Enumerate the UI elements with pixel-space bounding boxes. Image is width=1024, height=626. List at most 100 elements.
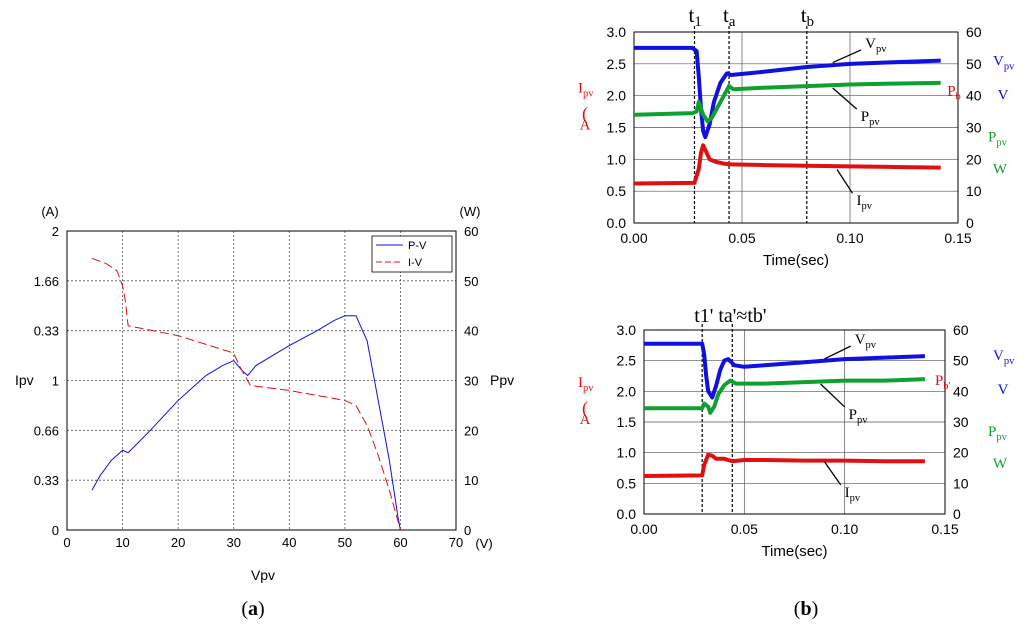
- right-tick-label-b2: 10: [953, 475, 969, 491]
- x-unit-a: (V): [475, 536, 492, 551]
- left-tick-label-b2: 2.0: [617, 383, 637, 399]
- right-tick-label-a: 60: [464, 224, 478, 239]
- left-tick-label-b1: 2.0: [607, 88, 627, 104]
- left-tick-label-a: 1.66: [34, 274, 59, 289]
- axis-title-ipv-b2: Ipv: [578, 375, 594, 394]
- x-tick-label-a: 60: [393, 535, 407, 550]
- right-tick-label-b2: 30: [953, 414, 969, 430]
- right-tick-label-a: 40: [464, 324, 478, 339]
- annotation-arrow: [824, 345, 851, 360]
- x-label-a: Vpv: [251, 567, 275, 583]
- series-line-ppv-b2: [644, 377, 926, 415]
- right-tick-label-b2: 40: [953, 383, 969, 399]
- axis-paren-ipv-open: (: [582, 398, 588, 419]
- x-tick-label-b2: 0.15: [931, 521, 958, 537]
- left-tick-label-b1: 1.5: [607, 120, 627, 136]
- left-tick-label-b2: 3.0: [617, 322, 637, 338]
- y-right-label-a: Ppv: [490, 372, 514, 388]
- x-label-b2: Time(sec): [761, 543, 827, 560]
- left-tick-label-a: 0.66: [34, 423, 59, 438]
- axis-unit-vpv-b2: V: [998, 382, 1009, 398]
- axis-title-ppv-b1: Ppv: [988, 130, 1008, 149]
- series-line-ppv-b1: [633, 80, 941, 124]
- annotation-arrow: [832, 49, 862, 64]
- axis-unit-ipv-b1: A: [580, 118, 591, 134]
- left-tick-label-a: 0.33: [34, 473, 59, 488]
- right-tick-label-b1: 60: [966, 24, 982, 40]
- panel-label-a: (a): [241, 598, 264, 620]
- left-tick-label-b1: 2.5: [607, 56, 627, 72]
- marker-label-b: tb: [801, 3, 814, 30]
- left-tick-label-b1: 0.0: [607, 215, 627, 231]
- right-tick-label-b1: 0: [966, 215, 974, 231]
- marker-label-text: t1' ta'≈tb': [694, 305, 766, 327]
- series-line-vpv-b1: [634, 45, 941, 140]
- plot-frame-b1: [633, 31, 959, 224]
- x-tick-label-b2: 0.00: [630, 521, 657, 537]
- right-tick-label-b1: 20: [966, 151, 982, 167]
- left-tick-label-b1: 1.0: [607, 151, 627, 167]
- series-line-p-v: [91, 315, 401, 531]
- x-label-b1: Time(sec): [763, 252, 829, 269]
- series-line-ipv-b1: [633, 143, 941, 186]
- annotation-arrow: [824, 461, 842, 486]
- marker-label-1: t1: [688, 3, 701, 30]
- annotation-label-pv: Vpv: [865, 36, 887, 55]
- right-tick-label-a: 10: [464, 473, 478, 488]
- left-tick-label-b2: 0.5: [617, 475, 637, 491]
- x-tick-label-b2: 0.10: [831, 521, 858, 537]
- right-tick-label-b2: 60: [953, 322, 969, 338]
- left-tick-label-b2: 2.5: [617, 353, 637, 369]
- axis-title-ipv-b1: Ipv: [578, 81, 594, 100]
- series-line-i-v: [91, 257, 401, 531]
- panel-label-b: (b): [794, 598, 818, 620]
- right-tick-label-b1: 40: [966, 88, 982, 104]
- left-tick-label-b1: 3.0: [607, 24, 627, 40]
- left-tick-label-a: 0.33: [34, 324, 59, 339]
- annotation-label-b': Pb': [935, 373, 951, 392]
- plot-frame-a: [66, 230, 457, 531]
- annotation-label-pv: Ppv: [861, 109, 881, 128]
- left-tick-label-a: 0: [52, 523, 59, 538]
- right-tick-label-b2: 0: [953, 506, 961, 522]
- left-tick-label-b1: 0.5: [607, 183, 627, 199]
- left-tick-label-b2: 1.5: [617, 414, 637, 430]
- right-tick-label-b2: 20: [953, 445, 969, 461]
- axis-unit-ppv-b2: W: [993, 456, 1008, 472]
- x-tick-label-a: 20: [171, 535, 185, 550]
- x-tick-label-b2: 0.05: [731, 521, 758, 537]
- series-line-vpv-b2: [644, 341, 926, 400]
- axis-title-ppv-b2: Ppv: [988, 424, 1008, 443]
- x-tick-label-b1: 0.10: [836, 230, 863, 246]
- x-tick-label-b1: 0.15: [944, 230, 971, 246]
- annotation-label-pv: Ipv: [845, 485, 861, 504]
- right-tick-label-a: 20: [464, 423, 478, 438]
- axis-unit-ipv-b2: A: [580, 412, 591, 428]
- right-unit-a: (W): [460, 204, 481, 219]
- x-tick-label-a: 10: [115, 535, 129, 550]
- x-tick-label-a: 40: [282, 535, 296, 550]
- annotation-label-pv: Vpv: [855, 332, 877, 351]
- right-tick-label-b1: 50: [966, 56, 982, 72]
- x-tick-label-a: 70: [449, 535, 463, 550]
- legend-box-a: [371, 235, 453, 273]
- right-tick-label-a: 50: [464, 274, 478, 289]
- marker-label-a: ta: [723, 3, 736, 30]
- right-tick-label-b2: 50: [953, 353, 969, 369]
- annotation-arrow: [820, 383, 846, 408]
- plot-frame-b2: [643, 329, 946, 515]
- legend-label-pv: P-V: [408, 240, 427, 252]
- x-tick-label-a: 0: [63, 535, 70, 550]
- x-tick-label-b1: 0.00: [620, 230, 647, 246]
- left-tick-label-b2: 1.0: [617, 445, 637, 461]
- axis-unit-ppv-b1: W: [993, 162, 1008, 178]
- annotation-label-pv: Ipv: [856, 193, 872, 212]
- right-tick-label-a: 0: [464, 523, 471, 538]
- series-line-ipv-b2: [643, 452, 925, 478]
- right-tick-label-b1: 10: [966, 183, 982, 199]
- annotation-arrow: [832, 87, 858, 110]
- legend-label-iv: I-V: [408, 257, 423, 269]
- right-tick-label-b1: 30: [966, 120, 982, 136]
- axis-title-vpv-b2: Vpv: [993, 348, 1015, 367]
